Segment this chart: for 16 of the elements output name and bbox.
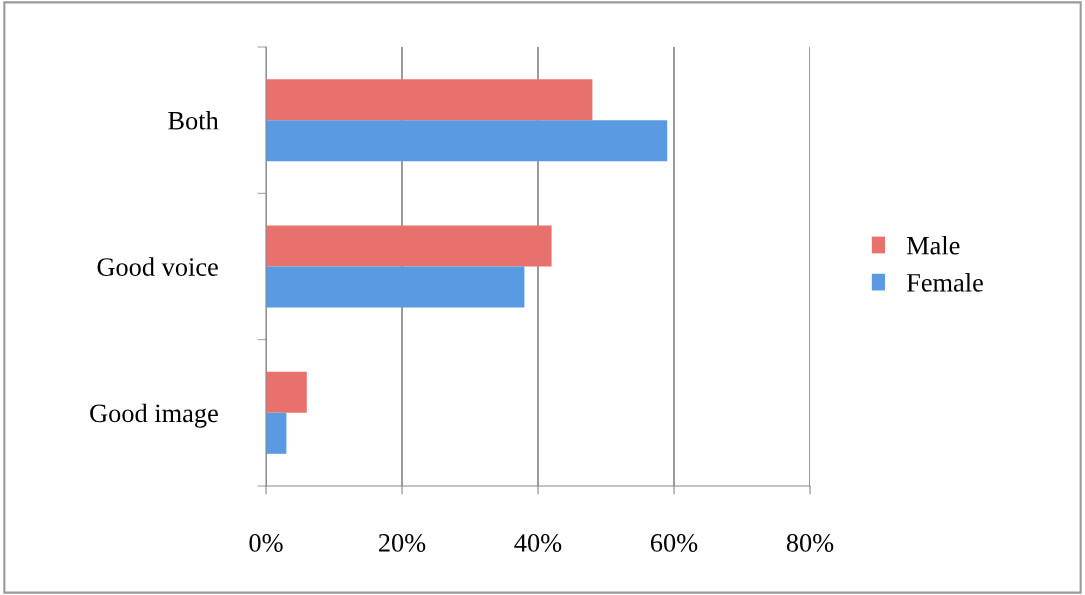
y-tick-label: Good image <box>90 403 218 428</box>
x-tick-label: 20% <box>378 533 426 552</box>
bar <box>266 120 668 162</box>
y-tick-label: Good voice <box>97 257 218 276</box>
x-tick-label: 40% <box>514 533 562 552</box>
x-tick-label: 60% <box>650 533 698 552</box>
bar <box>266 412 287 454</box>
legend-label: Female <box>906 273 983 292</box>
x-tick-label: 0% <box>249 533 283 552</box>
x-tick-label: 80% <box>786 533 834 552</box>
bar <box>266 371 307 413</box>
legend-label: Male <box>906 235 960 255</box>
y-tick-label: Both <box>168 111 219 130</box>
bar <box>266 266 525 308</box>
bar <box>266 79 593 121</box>
bar <box>266 225 552 267</box>
